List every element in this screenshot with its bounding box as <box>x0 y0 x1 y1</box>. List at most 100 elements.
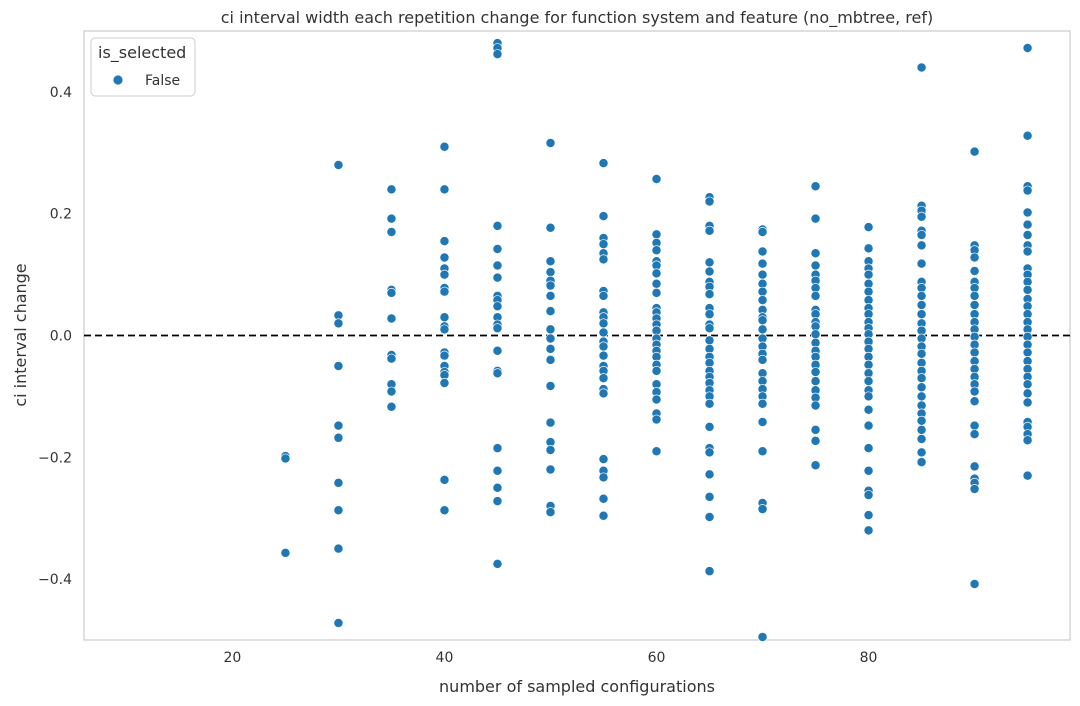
data-point <box>333 505 344 516</box>
data-point <box>916 62 927 73</box>
data-point <box>492 220 503 231</box>
data-point <box>810 290 821 301</box>
data-point <box>492 301 503 312</box>
data-point <box>651 287 662 298</box>
data-point <box>492 49 503 60</box>
data-point <box>598 472 609 483</box>
data-point <box>492 482 503 493</box>
data-point <box>916 447 927 458</box>
data-point <box>386 213 397 224</box>
data-point <box>439 474 450 485</box>
data-point <box>598 254 609 265</box>
data-point <box>651 394 662 405</box>
data-point <box>704 225 715 236</box>
y-tick-label: 0.0 <box>50 329 72 345</box>
data-point <box>598 388 609 399</box>
data-point <box>757 295 768 306</box>
data-point <box>1022 347 1033 358</box>
data-point <box>492 323 503 334</box>
data-point <box>598 493 609 504</box>
data-point <box>1022 284 1033 295</box>
data-points <box>280 38 1033 642</box>
data-point <box>916 300 927 310</box>
data-point <box>545 280 556 291</box>
data-point <box>757 315 768 326</box>
data-point <box>280 453 291 464</box>
data-point <box>545 354 556 365</box>
data-point <box>916 211 927 222</box>
data-point <box>386 386 397 397</box>
data-point <box>439 378 450 388</box>
plot-area <box>83 30 1071 641</box>
data-point <box>545 333 556 344</box>
data-point <box>863 376 874 387</box>
data-point <box>863 420 874 431</box>
data-point <box>810 424 821 435</box>
data-point <box>810 400 821 411</box>
data-point <box>598 290 609 301</box>
data-point <box>757 246 768 257</box>
data-point <box>916 457 927 468</box>
data-point <box>439 505 450 516</box>
data-point <box>757 504 768 515</box>
data-point <box>757 269 768 280</box>
data-point <box>704 398 715 409</box>
data-point <box>1022 397 1033 408</box>
y-axis-title: ci interval change <box>11 263 30 406</box>
data-point <box>969 579 980 589</box>
data-point <box>545 290 556 301</box>
data-point <box>810 260 821 271</box>
data-point <box>545 381 556 391</box>
data-point <box>598 327 609 338</box>
data-point <box>492 368 503 379</box>
data-point <box>810 435 821 446</box>
data-point <box>545 256 556 267</box>
data-point <box>863 490 874 501</box>
legend: is_selected False <box>90 37 196 97</box>
data-point <box>333 617 344 628</box>
data-point <box>651 268 662 279</box>
data-point <box>969 386 980 397</box>
x-tick-label: 80 <box>860 650 878 666</box>
data-point <box>598 239 609 250</box>
data-point <box>651 229 662 240</box>
data-point <box>810 181 821 192</box>
data-point <box>1022 435 1033 446</box>
y-tick-label: 0.2 <box>50 207 72 223</box>
x-tick-label: 40 <box>436 650 454 666</box>
data-point <box>386 353 397 364</box>
data-point <box>439 269 450 280</box>
data-point <box>651 446 662 457</box>
data-point <box>545 507 556 518</box>
data-point <box>545 222 556 233</box>
data-point <box>439 252 450 263</box>
legend-title: is_selected <box>98 43 186 63</box>
data-point <box>492 345 503 356</box>
data-point <box>1022 219 1033 230</box>
data-point <box>439 312 450 323</box>
data-point <box>969 429 980 440</box>
data-point <box>704 309 715 320</box>
data-point <box>598 341 609 352</box>
x-axis-title: number of sampled configurations <box>439 677 715 696</box>
data-point <box>969 300 980 310</box>
data-point <box>1022 388 1033 399</box>
data-point <box>704 323 715 334</box>
data-point <box>492 465 503 476</box>
legend-marker <box>112 74 124 86</box>
data-point <box>704 335 715 346</box>
data-point <box>545 417 556 428</box>
data-point <box>651 365 662 376</box>
data-point <box>863 404 874 415</box>
chart-title: ci interval width each repetition change… <box>221 8 933 28</box>
data-point <box>386 184 397 195</box>
data-point <box>1022 246 1033 257</box>
data-point <box>545 324 556 335</box>
data-point <box>863 525 874 536</box>
data-point <box>757 398 768 409</box>
data-point <box>386 227 397 237</box>
data-point <box>916 240 927 251</box>
data-point <box>810 367 821 377</box>
data-point <box>598 318 609 329</box>
data-point <box>916 348 927 359</box>
